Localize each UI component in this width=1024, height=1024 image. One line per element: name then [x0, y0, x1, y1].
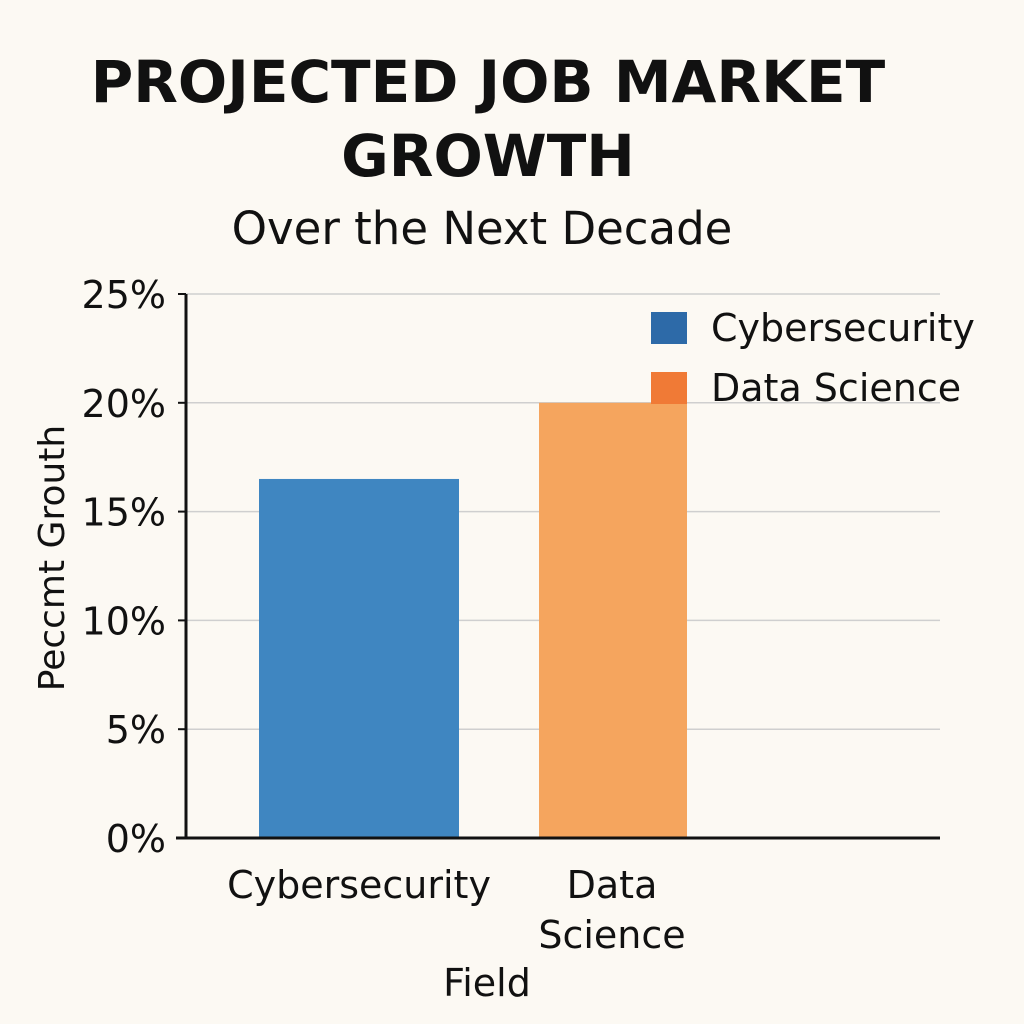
bar-cybersecurity [259, 478, 459, 838]
y-tick-label: 15% [82, 491, 166, 535]
x-category-label: Cybersecurity [227, 863, 491, 907]
y-tick-label: 25% [82, 273, 166, 317]
chart-title-line-1: PROJECTED JOB MARKET [91, 48, 886, 116]
y-axis-label: Peccmt Grouth [32, 425, 73, 691]
bar-data-science [539, 402, 687, 838]
legend-label: Cybersecurity [711, 306, 975, 350]
y-tick-label: 5% [106, 708, 166, 752]
legend-swatch [651, 372, 687, 404]
y-tick-labels: 0% 5% 10% 15% 20% 25% [82, 273, 166, 861]
x-category-labels: Cybersecurity Data Science [227, 863, 686, 957]
chart-subtitle: Over the Next Decade [232, 202, 733, 255]
chart-title-line-2: GROWTH [341, 122, 635, 190]
legend-swatch [651, 312, 687, 344]
x-category-label: Science [538, 913, 685, 957]
y-tick-label: 10% [82, 599, 166, 643]
y-tick-label: 0% [106, 817, 166, 861]
bars [259, 402, 687, 838]
legend-label: Data Science [711, 366, 961, 410]
x-axis-label: Field [443, 961, 531, 1005]
y-tick-label: 20% [82, 382, 166, 426]
x-category-label: Data [567, 863, 658, 907]
legend: Cybersecurity Data Science [651, 306, 975, 410]
axes [176, 294, 940, 840]
chart-title: PROJECTED JOB MARKET GROWTH [91, 48, 886, 190]
